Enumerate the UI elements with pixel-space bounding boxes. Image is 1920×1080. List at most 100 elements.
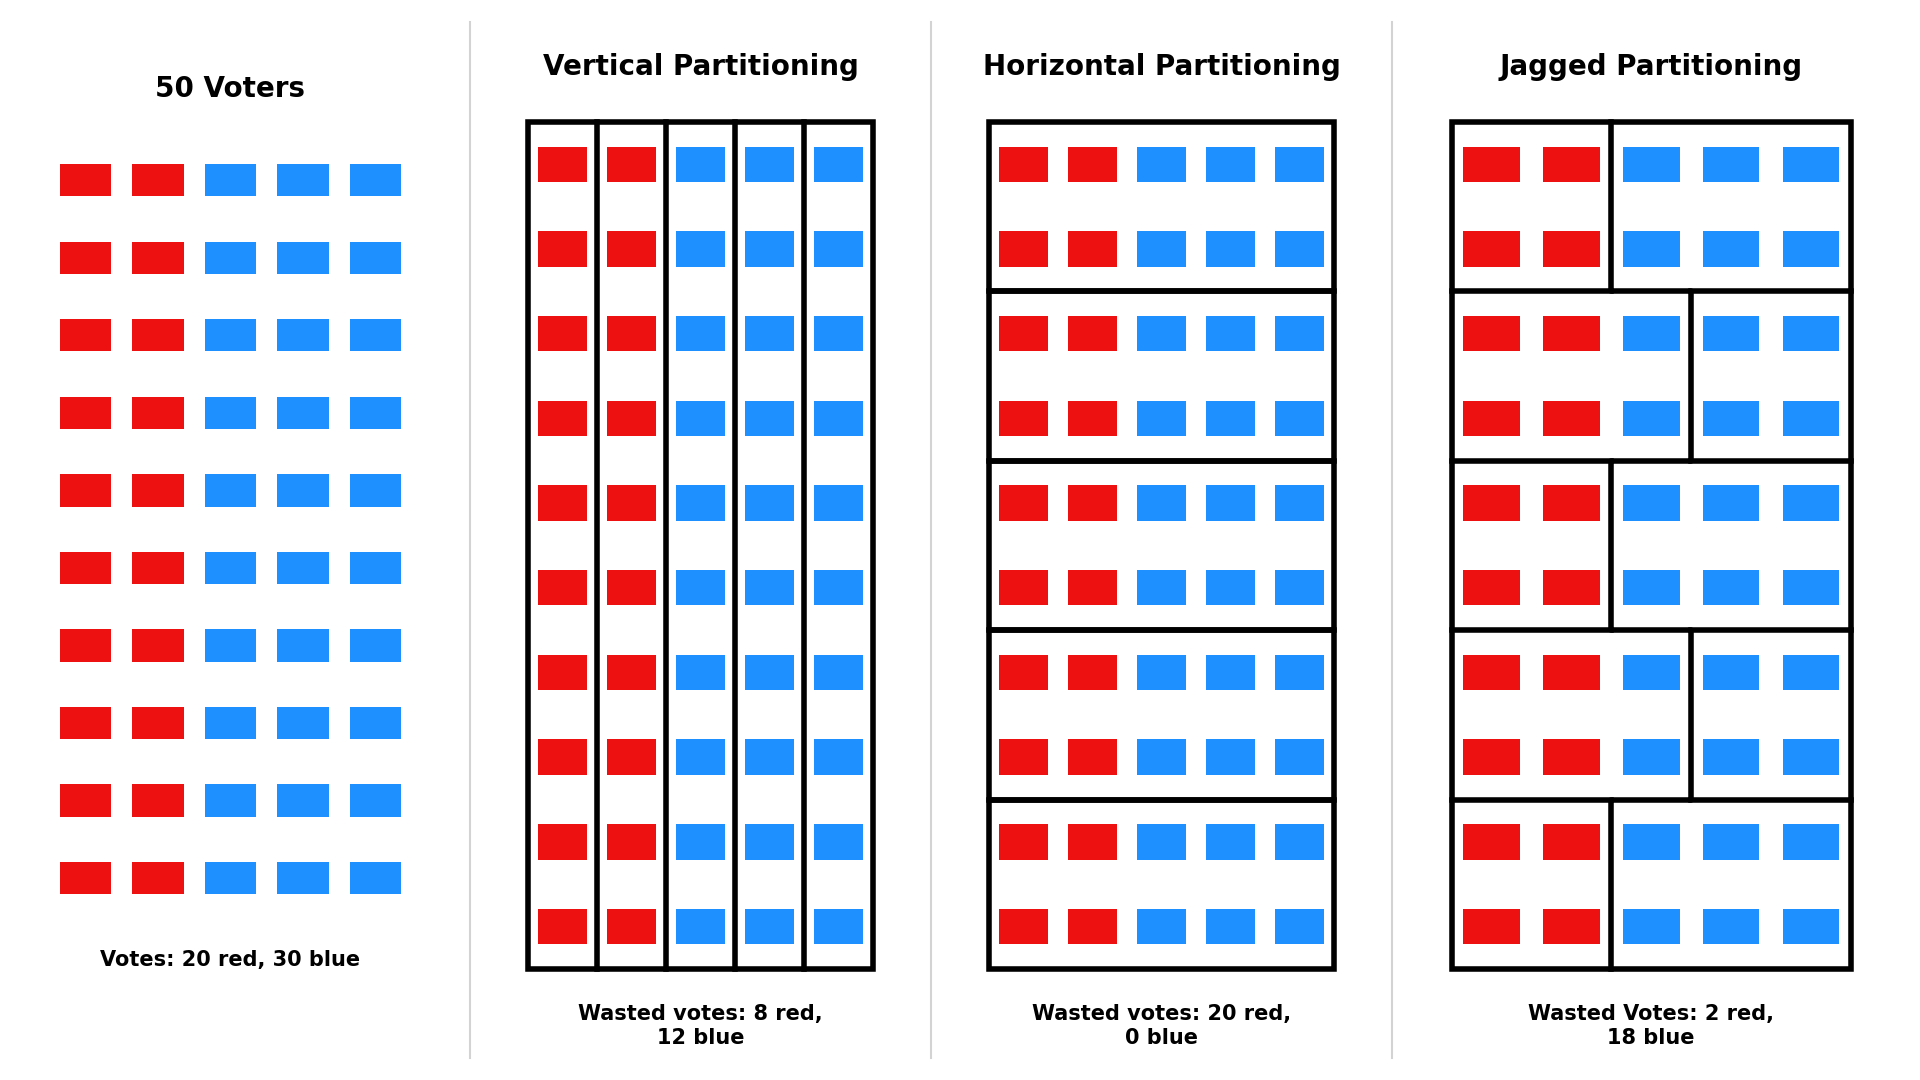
Text: Votes: 20 red, 30 blue: Votes: 20 red, 30 blue	[100, 950, 361, 971]
Bar	[1782, 147, 1839, 181]
Text: Jagged Partitioning: Jagged Partitioning	[1500, 53, 1803, 81]
Bar	[1068, 909, 1117, 944]
Bar	[349, 862, 401, 894]
Bar	[205, 552, 255, 584]
Bar	[1137, 316, 1187, 351]
Bar	[814, 147, 864, 181]
Bar	[1137, 147, 1187, 181]
Bar	[998, 740, 1048, 774]
Bar	[1544, 909, 1599, 944]
Bar	[814, 909, 864, 944]
Bar	[60, 784, 111, 816]
Bar	[205, 396, 255, 429]
Bar	[676, 824, 726, 860]
Bar	[349, 630, 401, 662]
Bar	[1463, 231, 1521, 267]
Bar	[205, 474, 255, 507]
Bar	[60, 474, 111, 507]
Bar	[1544, 401, 1599, 436]
Bar	[132, 396, 184, 429]
Bar	[607, 316, 657, 351]
Bar	[1622, 231, 1680, 267]
Bar	[132, 630, 184, 662]
Bar	[132, 784, 184, 816]
Bar	[349, 164, 401, 197]
Bar	[538, 824, 588, 860]
Bar	[1463, 740, 1521, 774]
Bar	[814, 401, 864, 436]
Bar	[607, 485, 657, 521]
Bar	[276, 474, 328, 507]
Bar	[1703, 485, 1759, 521]
Bar	[1275, 909, 1325, 944]
Bar	[1544, 740, 1599, 774]
Bar	[1703, 909, 1759, 944]
Bar	[276, 396, 328, 429]
Bar	[349, 242, 401, 274]
Bar	[745, 231, 795, 267]
Bar	[1782, 824, 1839, 860]
Bar	[538, 401, 588, 436]
Bar	[538, 231, 588, 267]
Bar	[998, 824, 1048, 860]
Bar	[1703, 570, 1759, 606]
Bar	[60, 630, 111, 662]
Bar	[607, 231, 657, 267]
Bar	[1703, 147, 1759, 181]
Bar	[349, 319, 401, 351]
Bar	[745, 316, 795, 351]
Bar	[1544, 147, 1599, 181]
Bar	[1463, 316, 1521, 351]
Bar	[60, 396, 111, 429]
Bar	[607, 824, 657, 860]
Bar	[998, 485, 1048, 521]
Bar	[814, 740, 864, 774]
Bar	[1137, 654, 1187, 690]
Bar	[205, 707, 255, 740]
Bar	[745, 824, 795, 860]
Bar	[205, 862, 255, 894]
Bar	[1703, 231, 1759, 267]
Bar	[998, 570, 1048, 606]
Bar	[1068, 231, 1117, 267]
Bar	[676, 231, 726, 267]
Bar	[1068, 485, 1117, 521]
Bar	[60, 552, 111, 584]
Bar	[1137, 401, 1187, 436]
Bar	[1782, 316, 1839, 351]
Text: Wasted votes: 8 red,
12 blue: Wasted votes: 8 red, 12 blue	[578, 1004, 824, 1048]
Bar	[276, 242, 328, 274]
Bar	[276, 784, 328, 816]
Bar	[1622, 147, 1680, 181]
Bar	[132, 319, 184, 351]
Bar	[1782, 401, 1839, 436]
Bar	[1622, 316, 1680, 351]
Bar	[1463, 909, 1521, 944]
Bar	[1206, 654, 1256, 690]
Bar	[998, 147, 1048, 181]
Bar	[607, 740, 657, 774]
Bar	[205, 630, 255, 662]
Bar	[676, 147, 726, 181]
Bar	[1275, 401, 1325, 436]
Bar	[676, 401, 726, 436]
Bar	[1703, 316, 1759, 351]
Bar	[676, 570, 726, 606]
Bar	[1206, 824, 1256, 860]
Bar	[538, 570, 588, 606]
Bar	[132, 474, 184, 507]
Bar	[276, 164, 328, 197]
Bar	[1782, 485, 1839, 521]
Bar	[1206, 485, 1256, 521]
Bar	[989, 630, 1334, 799]
Bar	[1206, 231, 1256, 267]
Bar	[1068, 401, 1117, 436]
Bar	[998, 909, 1048, 944]
Bar	[1782, 570, 1839, 606]
Bar	[1463, 570, 1521, 606]
Bar	[1622, 401, 1680, 436]
Bar	[814, 316, 864, 351]
Bar	[1206, 401, 1256, 436]
Text: Wasted Votes: 2 red,
18 blue: Wasted Votes: 2 red, 18 blue	[1528, 1004, 1774, 1048]
Bar	[132, 164, 184, 197]
